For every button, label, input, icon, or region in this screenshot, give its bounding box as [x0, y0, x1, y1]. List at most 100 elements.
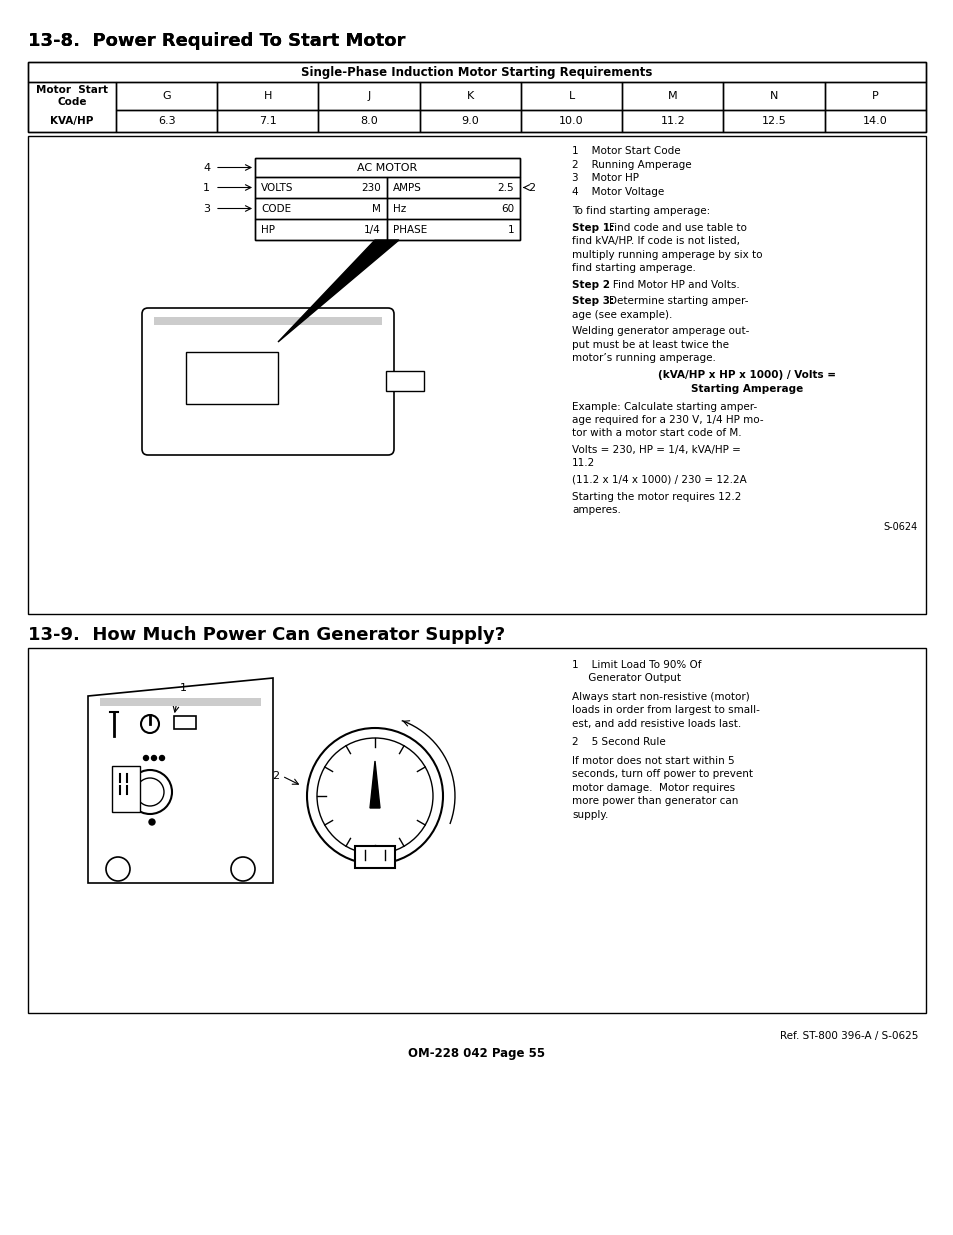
Text: 1    Limit Load To 90% Of: 1 Limit Load To 90% Of	[572, 659, 700, 671]
Text: CODE: CODE	[261, 204, 291, 214]
Text: S-0624: S-0624	[882, 522, 917, 532]
Text: 3: 3	[203, 204, 210, 214]
Text: P: P	[871, 91, 878, 101]
Text: OM-228 042 Page 55: OM-228 042 Page 55	[408, 1047, 545, 1060]
Text: 9.0: 9.0	[461, 116, 478, 126]
Bar	[254, 158, 519, 177]
Text: 13-8.  Power Required To Start Motor: 13-8. Power Required To Start Motor	[28, 32, 405, 49]
Bar	[824, 82, 925, 110]
Text: 230: 230	[361, 183, 380, 193]
Text: age required for a 230 V, 1/4 HP mo-: age required for a 230 V, 1/4 HP mo-	[572, 415, 762, 425]
Circle shape	[143, 756, 149, 761]
Text: To find starting amperage:: To find starting amperage:	[572, 206, 709, 216]
Polygon shape	[88, 678, 273, 883]
Text: K: K	[466, 91, 474, 101]
Text: Welding generator amperage out-: Welding generator amperage out-	[572, 326, 749, 336]
Bar	[387, 219, 519, 240]
Text: 13-8.  Power Required To Start Motor: 13-8. Power Required To Start Motor	[28, 32, 405, 49]
Bar	[387, 198, 519, 219]
Text: age (see example).: age (see example).	[572, 310, 672, 320]
Text: (11.2 x 1/4 x 1000) / 230 = 12.2A: (11.2 x 1/4 x 1000) / 230 = 12.2A	[572, 475, 746, 485]
Bar	[355, 846, 395, 868]
Text: Single-Phase Induction Motor Starting Requirements: Single-Phase Induction Motor Starting Re…	[301, 65, 652, 79]
Text: H: H	[263, 91, 272, 101]
Text: 11.2: 11.2	[572, 458, 595, 468]
Text: 60: 60	[500, 204, 514, 214]
Text: find kVA/HP. If code is not listed,: find kVA/HP. If code is not listed,	[572, 236, 740, 246]
Bar	[28, 82, 116, 132]
Bar	[153, 317, 381, 325]
Bar	[254, 177, 387, 198]
Text: Motor  Start
Code: Motor Start Code	[36, 85, 108, 106]
Text: M: M	[667, 91, 677, 101]
Circle shape	[149, 819, 154, 825]
Text: 12.5: 12.5	[760, 116, 785, 126]
Bar	[254, 158, 519, 240]
Text: Generator Output: Generator Output	[572, 673, 680, 683]
Text: AMPS: AMPS	[393, 183, 421, 193]
Bar	[254, 198, 387, 219]
Text: motor’s running amperage.: motor’s running amperage.	[572, 353, 715, 363]
Bar	[217, 110, 318, 132]
Bar	[254, 219, 387, 240]
Bar	[112, 766, 140, 811]
Text: (kVA/HP x HP x 1000) / Volts =: (kVA/HP x HP x 1000) / Volts =	[658, 370, 835, 380]
Text: supply.: supply.	[572, 810, 608, 820]
Text: seconds, turn off power to prevent: seconds, turn off power to prevent	[572, 769, 752, 779]
Text: AC MOTOR: AC MOTOR	[357, 163, 417, 173]
Bar	[318, 110, 419, 132]
Text: 7.1: 7.1	[258, 116, 276, 126]
Text: : Find Motor HP and Volts.: : Find Motor HP and Volts.	[605, 279, 739, 289]
Bar	[520, 82, 621, 110]
Text: Starting Amperage: Starting Amperage	[690, 384, 802, 394]
Text: 2    5 Second Rule: 2 5 Second Rule	[572, 737, 665, 747]
Text: 4: 4	[203, 163, 210, 173]
Bar	[621, 82, 722, 110]
Text: 11.2: 11.2	[659, 116, 684, 126]
Text: PHASE: PHASE	[393, 225, 427, 235]
Text: Hz: Hz	[393, 204, 406, 214]
Text: Volts = 230, HP = 1/4, kVA/HP =: Volts = 230, HP = 1/4, kVA/HP =	[572, 445, 740, 454]
Polygon shape	[370, 761, 379, 808]
Bar	[28, 136, 925, 614]
Text: Find code and use table to: Find code and use table to	[608, 222, 746, 232]
Polygon shape	[277, 240, 398, 342]
Text: 1: 1	[507, 225, 514, 235]
Bar	[186, 352, 277, 404]
Bar	[824, 110, 925, 132]
Text: G: G	[162, 91, 171, 101]
Text: VOLTS: VOLTS	[261, 183, 294, 193]
Text: Step 3:: Step 3:	[572, 296, 614, 306]
Text: 2: 2	[272, 771, 279, 781]
Text: loads in order from largest to small-: loads in order from largest to small-	[572, 705, 760, 715]
Text: KVA/HP: KVA/HP	[51, 116, 93, 126]
Text: Example: Calculate starting amper-: Example: Calculate starting amper-	[572, 401, 757, 411]
Bar	[28, 62, 925, 132]
Text: Step 1:: Step 1:	[572, 222, 614, 232]
Text: 2: 2	[527, 183, 535, 193]
Text: multiply running amperage by six to: multiply running amperage by six to	[572, 249, 761, 259]
Bar	[318, 82, 419, 110]
Bar	[28, 62, 925, 82]
Text: amperes.: amperes.	[572, 505, 620, 515]
Text: 2.5: 2.5	[497, 183, 514, 193]
Bar	[28, 648, 925, 1013]
Bar	[116, 82, 217, 110]
Text: motor damage.  Motor requires: motor damage. Motor requires	[572, 783, 735, 793]
Text: Starting the motor requires 12.2: Starting the motor requires 12.2	[572, 492, 740, 501]
Bar	[217, 82, 318, 110]
Text: 2    Running Amperage: 2 Running Amperage	[572, 159, 691, 169]
Text: 14.0: 14.0	[862, 116, 887, 126]
Text: Determine starting amper-: Determine starting amper-	[608, 296, 748, 306]
Text: Ref. ST-800 396-A / S-0625: Ref. ST-800 396-A / S-0625	[779, 1031, 917, 1041]
Text: M: M	[372, 204, 380, 214]
Bar	[621, 110, 722, 132]
Text: 13-9.  How Much Power Can Generator Supply?: 13-9. How Much Power Can Generator Suppl…	[28, 626, 504, 643]
Bar	[419, 82, 520, 110]
Bar	[520, 110, 621, 132]
Bar	[419, 110, 520, 132]
Text: put must be at least twice the: put must be at least twice the	[572, 340, 728, 350]
Bar	[722, 82, 824, 110]
Bar	[387, 177, 519, 198]
Text: 3    Motor HP: 3 Motor HP	[572, 173, 639, 183]
